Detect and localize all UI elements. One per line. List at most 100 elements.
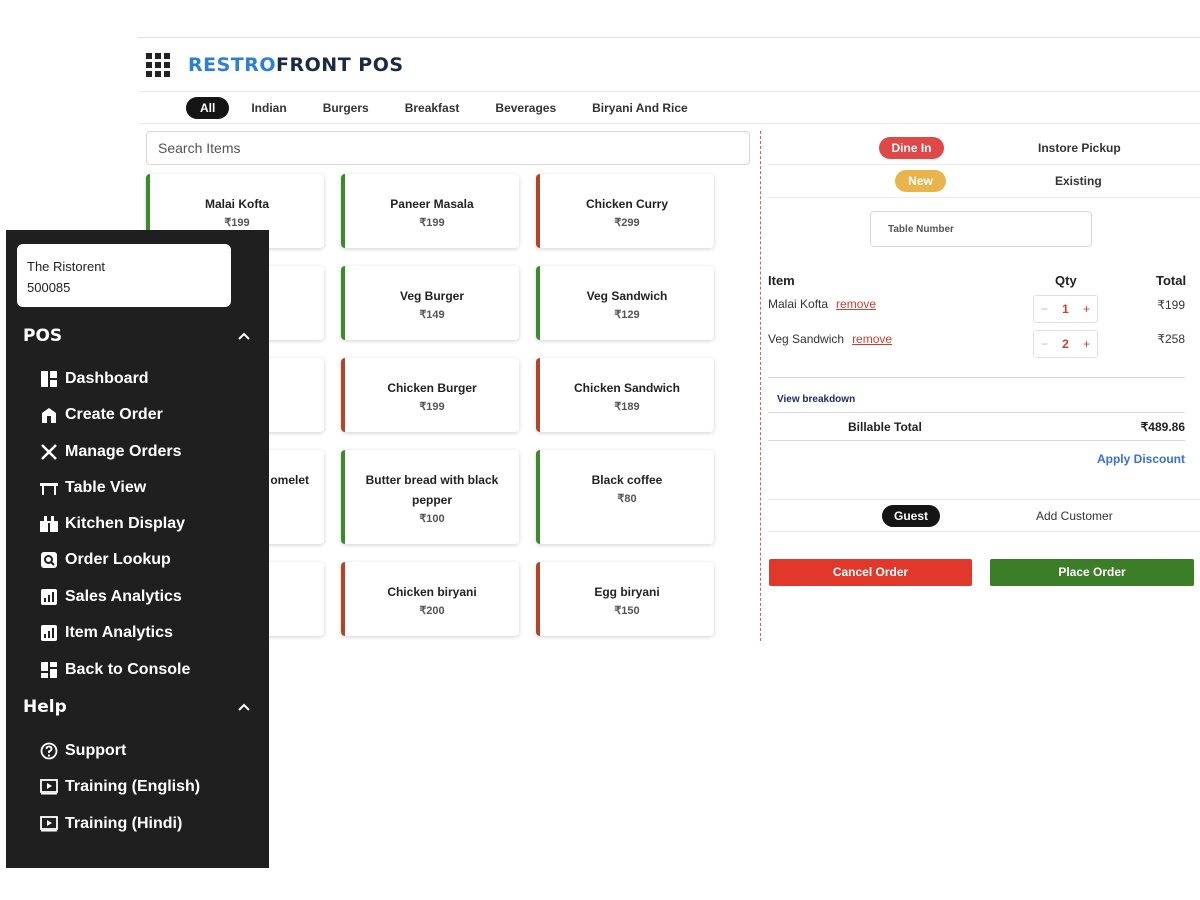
menu-item-card[interactable]: Veg Sandwich ₹129 [536,266,714,340]
utensils-icon [39,443,59,461]
tab-breakfast[interactable]: Breakfast [404,100,460,115]
place-order-button[interactable]: Place Order [990,559,1194,586]
store-code: 500085 [27,280,71,295]
menu-item-card[interactable]: Black coffee ₹80 [536,450,714,544]
chevron-up-icon[interactable] [238,701,250,715]
sidebar-item-kitchen-display[interactable]: Kitchen Display [39,515,185,533]
menu-item-name: Chicken Burger [387,381,477,395]
dine-in-toggle[interactable]: Dine In [879,137,944,159]
sidebar-item-dashboard[interactable]: Dashboard [39,370,149,388]
menu-item-card[interactable]: Chicken Curry ₹299 [536,174,714,248]
panel-divider [760,131,761,641]
instore-pickup-toggle[interactable]: Instore Pickup [1038,141,1121,155]
divider [768,377,1185,378]
order-line-item: Malai Kofta remove [768,297,876,311]
decrement-button[interactable]: − [1041,337,1049,351]
menu-item-price: ₹80 [617,493,637,505]
dashboard-icon [39,370,59,388]
sidebar-item-label: Training (English) [65,778,201,795]
menu-item-card[interactable]: Chicken Burger ₹199 [341,358,519,432]
sidebar-item-label: Dashboard [65,370,149,387]
sidebar-item-training-hindi[interactable]: Training (Hindi) [39,815,182,833]
category-tabs: All Indian Burgers Breakfast Beverages B… [138,91,1200,124]
sidebar-item-label: Back to Console [65,661,191,678]
menu-item-card[interactable]: Veg Burger ₹149 [341,266,519,340]
remove-link[interactable]: remove [852,332,893,346]
store-name: The Ristorent [27,259,106,274]
menu-item-name: omelet [270,473,309,487]
menu-item-price: ₹100 [419,513,445,525]
billable-total-amount: ₹489.86 [1140,420,1185,434]
menu-item-name: Veg Burger [399,289,465,303]
menu-item-name: Chicken Curry [585,197,669,211]
brand-logo: RESTROFRONT POS [188,54,404,76]
menu-item-name: Egg biryani [594,585,660,599]
view-breakdown-link[interactable]: View breakdown [777,394,856,405]
menu-item-card[interactable]: Chicken biryani ₹200 [341,562,519,636]
menu-item-price: ₹189 [614,401,640,413]
search-input[interactable] [146,131,750,165]
decrement-button[interactable]: − [1041,302,1049,316]
guest-toggle[interactable]: Guest [882,505,940,527]
sidebar: The Ristorent 500085 POS Dashboard Creat… [6,230,269,868]
search-icon [39,551,59,569]
quantity-stepper: −1 + [1033,295,1098,323]
sidebar-item-table-view[interactable]: Table View [39,479,146,497]
header-divider [138,37,1200,38]
quantity-value: 2 [1062,337,1069,351]
menu-item-price: ₹129 [614,309,640,321]
store-card[interactable]: The Ristorent 500085 [17,244,231,307]
menu-item-price: ₹149 [419,309,445,321]
help-section-title[interactable]: Help [23,697,67,717]
add-customer-toggle[interactable]: Add Customer [1036,509,1113,523]
video-icon [39,778,59,796]
col-total-header: Total [1156,273,1187,288]
order-line-total: ₹199 [1157,298,1185,312]
menu-item-card[interactable]: Paneer Masala ₹199 [341,174,519,248]
sidebar-item-label: Kitchen Display [65,515,186,532]
menu-item-name: Malai Kofta [204,197,269,211]
remove-link[interactable]: remove [836,297,877,311]
menu-item-card[interactable]: Chicken Sandwich ₹189 [536,358,714,432]
tab-all[interactable]: All [186,96,230,119]
tab-burgers[interactable]: Burgers [322,100,369,115]
menu-item-card[interactable]: Egg biryani ₹150 [536,562,714,636]
increment-button[interactable]: + [1082,302,1090,316]
sidebar-item-create-order[interactable]: Create Order [39,406,163,424]
sidebar-item-order-lookup[interactable]: Order Lookup [39,551,171,569]
divider [768,164,1200,165]
menu-item-name: Chicken Sandwich [573,381,681,395]
sidebar-item-label: Item Analytics [65,624,173,641]
sidebar-item-support[interactable]: Support [39,742,126,760]
order-item-name: Veg Sandwich [768,332,845,346]
tab-biryani-and-rice[interactable]: Biryani And Rice [592,100,688,115]
tab-beverages[interactable]: Beverages [495,100,557,115]
table-number-input[interactable] [870,211,1092,247]
divider [768,531,1200,532]
new-customer-toggle[interactable]: New [895,170,946,192]
existing-customer-toggle[interactable]: Existing [1055,174,1102,188]
sidebar-item-sales-analytics[interactable]: Sales Analytics [39,588,182,606]
col-item-header: Item [768,273,795,288]
sidebar-item-label: Manage Orders [65,443,182,460]
divider [768,440,1185,441]
apply-discount-link[interactable]: Apply Discount [1096,452,1185,466]
cancel-order-button[interactable]: Cancel Order [769,559,972,586]
sidebar-item-label: Sales Analytics [65,588,182,605]
pos-section-title[interactable]: POS [23,326,63,346]
menu-item-price: ₹150 [614,605,640,617]
sidebar-item-training-english[interactable]: Training (English) [39,778,200,796]
sidebar-item-item-analytics[interactable]: Item Analytics [39,624,173,642]
divider [768,499,1200,500]
chevron-up-icon[interactable] [238,330,250,344]
sidebar-item-manage-orders[interactable]: Manage Orders [39,443,181,461]
increment-button[interactable]: + [1082,337,1090,351]
apps-grid-icon[interactable] [146,53,170,77]
menu-item-card[interactable]: Butter bread with black pepper ₹100 [341,450,519,544]
order-line-total: ₹258 [1157,332,1185,346]
sidebar-item-back-to-console[interactable]: Back to Console [39,661,190,679]
col-qty-header: Qty [1055,273,1077,288]
sidebar-item-label: Create Order [65,406,163,423]
menu-item-name: Chicken biryani [387,585,477,599]
tab-indian[interactable]: Indian [251,100,287,115]
